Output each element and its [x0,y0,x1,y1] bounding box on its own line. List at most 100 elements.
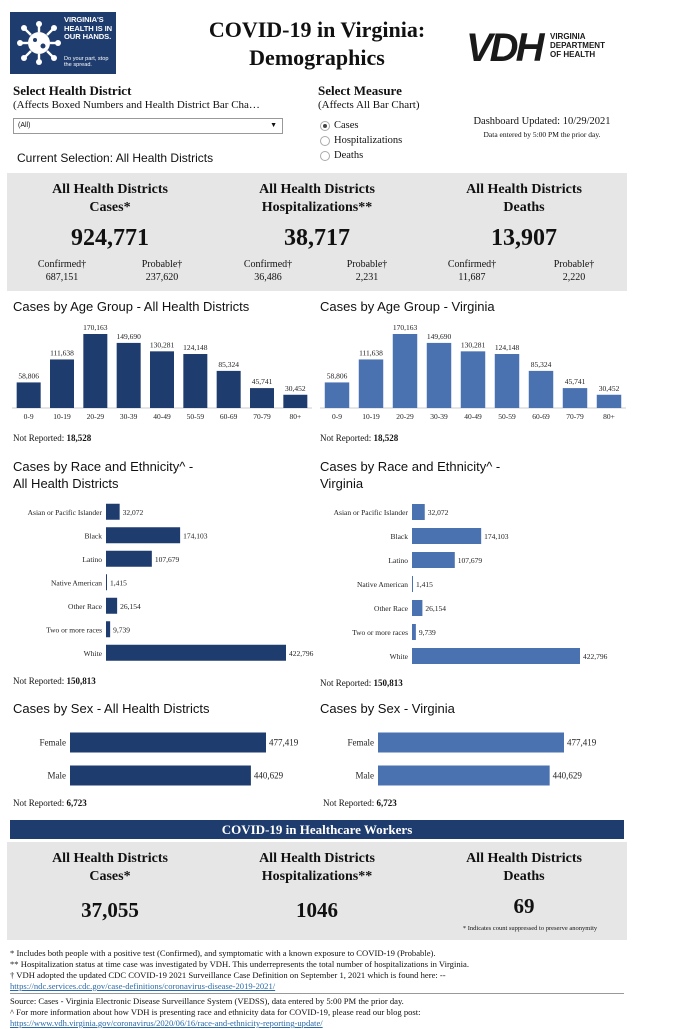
bar-value-label: 26,154 [425,604,446,613]
sex-district-chart: Female 477,419 Male 440,629 [40,732,299,786]
bar-value-label: 85,324 [218,360,239,369]
probable-label: Probable† [141,259,183,270]
age-bar [562,388,588,408]
age-bar [183,354,208,408]
age-bar [494,354,520,408]
hbar [412,624,416,640]
bar-value-label: 170,163 [393,323,418,332]
measure-option-label: Deaths [334,150,364,161]
stat-heading: Deaths [503,200,545,215]
stat-value: 13,907 [491,225,557,251]
hcw-stat-deaths: All Health Districts Deaths 69 [421,850,627,919]
measure-option-label: Hospitalizations [334,135,403,146]
stat-heading: Cases* [89,869,131,884]
current-selection: Current Selection: All Health Districts [17,151,214,165]
stat-value: 69 [513,894,535,918]
age-tick-label: 30-39 [430,412,448,421]
bar-value-label: 130,281 [150,340,175,349]
vdh-line-1: VIRGINIA [550,32,586,41]
confirmed-value: 687,151 [45,272,79,283]
not-reported-value: 18,528 [373,433,399,443]
age-district-chart: 58,806 0-9 111,638 10-19 170,163 20-29 149,690… [12,323,312,421]
not-reported-label: Not Reported: [323,798,375,808]
age-bar [283,394,308,408]
virginia-health-logo: VIRGINIA'S HEALTH IS IN OUR HANDS. Do yo… [10,12,116,74]
title-line-2: Demographics [249,45,385,70]
hbar [106,550,152,567]
data-entered-note: Data entered by 5:00 PM the prior day. [483,130,601,139]
category-label: Female [348,738,375,748]
bar-value-label: 422,796 [583,652,608,661]
not-reported-label: Not Reported: [13,798,65,808]
measure-option-cases[interactable]: Cases [320,118,402,133]
age-virginia-not-reported: Not Reported: 18,528 [320,433,398,443]
not-reported-value: 150,813 [66,676,96,686]
bar-value-label: 107,679 [458,556,483,565]
stat-heading: Hospitalizations** [261,869,373,884]
hbar [106,503,120,520]
bar-value-label: 111,638 [50,348,74,357]
category-label: Asian or Pacific Islander [334,508,409,517]
age-tick-label: 70-79 [253,412,271,421]
age-bar [426,342,452,408]
vdh-name: VIRGINIA DEPARTMENT OF HEALTH [550,32,605,59]
bar-value-label: 1,415 [416,580,433,589]
bar-value-label: 58,806 [18,371,39,380]
radio-icon [320,135,330,146]
category-label: Native American [51,578,102,587]
suppressed-note: * Indicates count suppressed to preserve… [462,925,598,932]
age-tick-label: 60-69 [220,412,238,421]
age-tick-label: 40-49 [153,412,171,421]
probable-value: 2,231 [355,272,379,283]
hbar [412,648,580,664]
age-district-title: Cases by Age Group - All Health District… [13,299,250,314]
hbar [412,552,455,568]
footnote-source: Source: Cases - Virginia Electronic Dise… [10,996,404,1006]
category-label: Two or more races [46,625,102,634]
cdc-case-definition-link[interactable]: https://ndc.services.cdc.gov/case-defini… [10,981,276,991]
district-filter-title: Select Health District [13,83,132,98]
virus-icon [17,21,61,65]
hbar [106,644,286,661]
chevron-down-icon: ▼ [270,122,277,129]
summary-stats-box: All Health Districts Cases* 924,771 Conf… [7,173,627,291]
measure-filter-subtitle: (Affects All Bar Chart) [318,99,420,111]
stat-heading: Deaths [503,869,545,884]
bar-value-label: 85,324 [531,360,552,369]
hcw-stat-cases: All Health Districts Cases* 37,055 [7,850,213,923]
not-reported-value: 6,723 [66,798,87,808]
measure-option-hospitalizations[interactable]: Hospitalizations [320,133,402,148]
measure-option-label: Cases [334,120,359,131]
hbar [412,504,425,520]
confirmed-label: Confirmed† [447,259,497,270]
bar-value-label: 9,739 [113,625,130,634]
page-title: COVID-19 in Virginia: Demographics [160,16,474,72]
age-bar [16,382,41,408]
not-reported-value: 6,723 [376,798,397,808]
hcw-stat-hospitalizations: All Health Districts Hospitalizations** … [214,850,420,923]
district-select[interactable]: (All) ▼ [13,118,283,134]
footnote-2: ** Hospitalization status at time case w… [10,959,470,969]
age-tick-label: 10-19 [53,412,71,421]
hbar [106,597,118,614]
race-virginia-not-reported: Not Reported: 150,813 [320,678,403,688]
age-tick-label: 20-29 [396,412,414,421]
healthcare-workers-banner: COVID-19 in Healthcare Workers [10,820,624,839]
race-virginia-title-line: Virginia [320,476,364,491]
footnote-3: † VDH adopted the updated CDC COVID-19 2… [10,970,446,980]
footnote-1: * Includes both people with a positive t… [10,948,436,958]
age-bar [392,334,418,408]
measure-radio-group: Cases Hospitalizations Deaths [320,118,402,163]
age-bar [116,342,141,408]
category-label: Male [356,771,375,781]
age-virginia-chart: 58,806 0-9 111,638 10-19 170,163 20-29 149,690… [320,323,626,421]
sex-district-not-reported: Not Reported: 6,723 [13,798,87,808]
bar-value-label: 440,629 [254,771,284,781]
bar-value-label: 422,796 [289,649,314,658]
confirmed-value: 36,486 [254,272,282,283]
race-district-chart: Asian or Pacific Islander 32,072 Black 174,… [28,503,314,661]
race-blog-link[interactable]: https://www.vdh.virginia.gov/coronavirus… [10,1018,323,1028]
measure-option-deaths[interactable]: Deaths [320,148,402,163]
age-bar [250,388,274,408]
sex-virginia-not-reported: Not Reported: 6,723 [323,798,397,808]
